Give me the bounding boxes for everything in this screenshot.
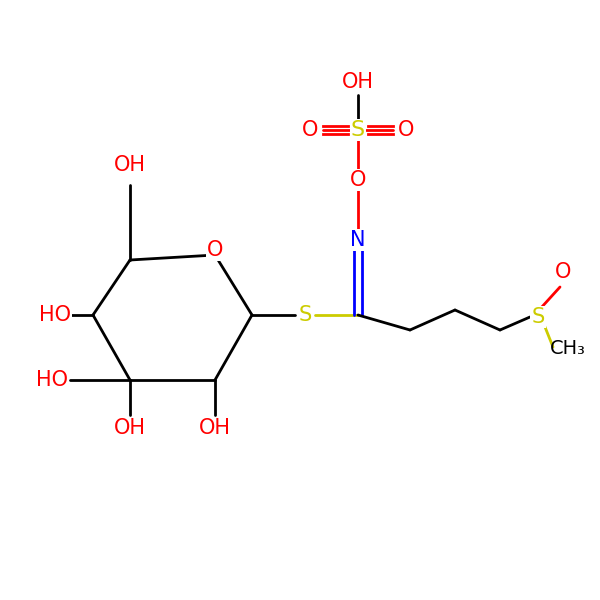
Text: O: O [302, 120, 318, 140]
Text: OH: OH [342, 72, 374, 92]
Text: S: S [532, 307, 545, 327]
Text: S: S [298, 305, 311, 325]
Text: OH: OH [114, 155, 146, 175]
Text: O: O [398, 120, 414, 140]
Text: N: N [350, 230, 366, 250]
Text: OH: OH [114, 418, 146, 438]
Text: O: O [350, 170, 366, 190]
Text: O: O [555, 262, 571, 282]
Text: HO: HO [39, 305, 71, 325]
Text: S: S [351, 120, 365, 140]
Text: CH₃: CH₃ [550, 340, 586, 358]
Text: HO: HO [36, 370, 68, 390]
Text: OH: OH [199, 418, 231, 438]
Text: O: O [207, 240, 223, 260]
